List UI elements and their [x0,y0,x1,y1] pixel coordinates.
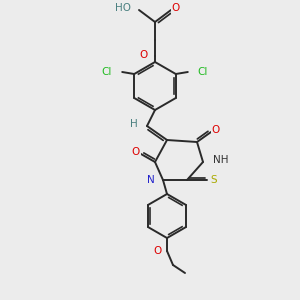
Text: HO: HO [115,3,131,13]
Text: NH: NH [213,155,229,165]
Text: Cl: Cl [198,67,208,77]
Text: H: H [130,119,138,129]
Text: N: N [147,175,155,185]
Text: Cl: Cl [102,67,112,77]
Text: O: O [140,50,148,60]
Text: O: O [132,147,140,157]
Text: O: O [212,125,220,135]
Text: O: O [172,3,180,13]
Text: O: O [154,246,162,256]
Text: S: S [211,175,217,185]
